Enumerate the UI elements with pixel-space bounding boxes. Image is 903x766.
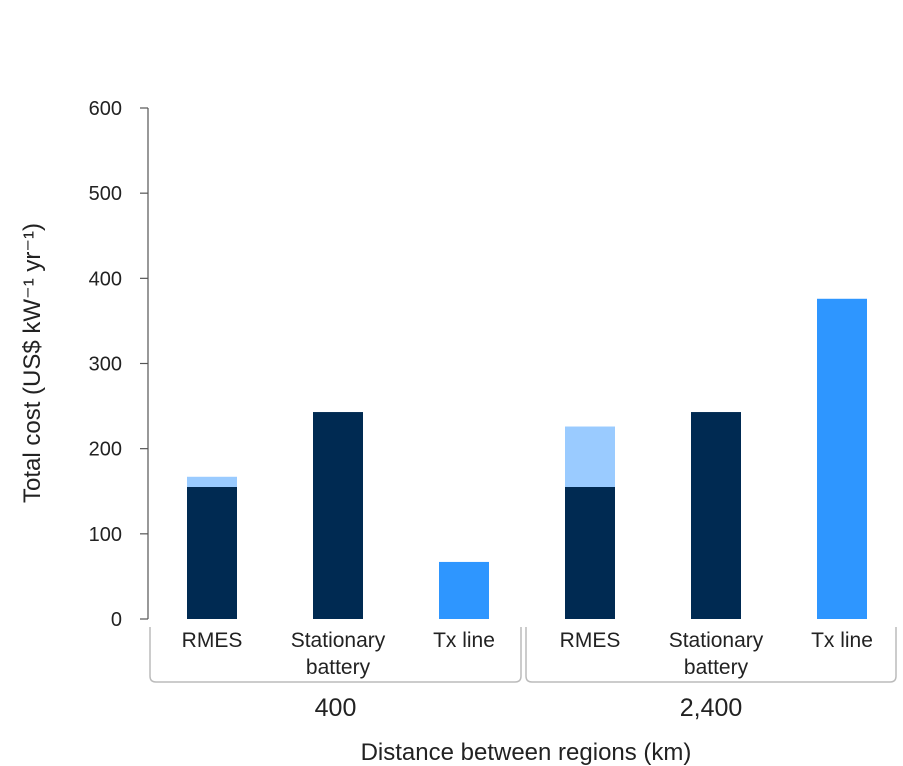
y-tick-label: 200 bbox=[89, 439, 122, 461]
category-label: Tx line bbox=[811, 629, 873, 652]
bar-segment bbox=[187, 486, 237, 619]
category-label: battery bbox=[306, 656, 371, 679]
bar-segment bbox=[817, 298, 867, 619]
bar-segment bbox=[187, 476, 237, 487]
y-tick-label: 500 bbox=[89, 183, 122, 205]
category-label: battery bbox=[684, 656, 749, 679]
group-label: 400 bbox=[315, 694, 357, 722]
bar-segment bbox=[439, 561, 489, 619]
y-tick-label: 300 bbox=[89, 354, 122, 376]
bars bbox=[187, 298, 867, 619]
category-label: Stationary bbox=[291, 629, 386, 652]
category-label: Stationary bbox=[669, 629, 764, 652]
y-tick-label: 0 bbox=[111, 609, 122, 631]
category-label: RMES bbox=[182, 629, 243, 652]
bar-segment bbox=[565, 426, 615, 487]
bar-segment bbox=[691, 412, 741, 619]
y-tick-label: 600 bbox=[89, 98, 122, 120]
y-tick-label: 400 bbox=[89, 268, 122, 290]
bar-segment bbox=[565, 486, 615, 619]
group-bracket bbox=[149, 627, 522, 683]
group-label: 2,400 bbox=[680, 694, 743, 722]
y-axis-title: Total cost (US$ kW⁻¹ yr⁻¹) bbox=[19, 223, 46, 503]
group-bracket bbox=[525, 627, 897, 683]
category-label: RMES bbox=[560, 629, 621, 652]
category-labels: RMES Stationary battery Tx line 400 RMES Stati… bbox=[149, 627, 897, 722]
category-label: Tx line bbox=[433, 629, 495, 652]
y-tick-label: 100 bbox=[89, 524, 122, 546]
x-axis-title: Distance between regions (km) bbox=[361, 739, 692, 766]
bar-segment bbox=[313, 412, 363, 619]
axes: 0 100 200 300 400 500 600 bbox=[89, 98, 149, 631]
